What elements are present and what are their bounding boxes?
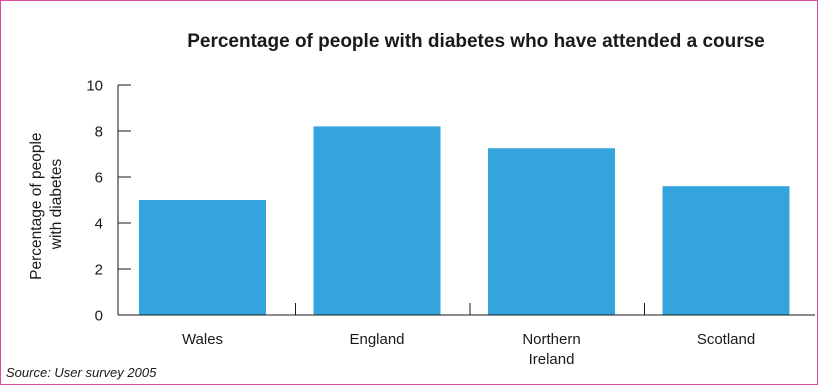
bar [662, 186, 790, 315]
x-tick-label: Wales [182, 331, 223, 348]
bars [139, 126, 790, 316]
y-tick-label: 6 [95, 170, 103, 187]
x-tick-label-line: Northern [522, 331, 580, 348]
y-axis-label: Percentage of people with diabetes [28, 128, 65, 280]
x-axis: Wales England Northern Ireland Scotland [118, 303, 815, 368]
x-tick-label-line: England [349, 331, 404, 348]
y-axis: 0 2 4 6 8 10 [86, 78, 131, 325]
x-tick-label-line: Wales [182, 331, 223, 348]
bar [139, 200, 266, 315]
y-tick-label: 2 [95, 262, 103, 279]
y-axis-label-line-2: with diabetes [48, 159, 65, 251]
y-tick-label: 10 [86, 78, 103, 95]
x-tick-label: Scotland [697, 331, 755, 348]
y-axis-label-line-1: Percentage of people [28, 132, 45, 279]
x-tick-label: England [349, 331, 404, 348]
y-tick-label: 0 [95, 308, 103, 325]
bar [488, 148, 615, 315]
x-tick-label-line: Ireland [529, 351, 575, 368]
chart-title: Percentage of people with diabetes who h… [187, 31, 765, 52]
x-tick-label: Northern Ireland [522, 331, 580, 368]
bar [313, 126, 441, 316]
source-note: Source: User survey 2005 [6, 365, 157, 380]
y-tick-label: 4 [95, 216, 103, 233]
y-tick-label: 8 [95, 124, 103, 141]
x-tick-label-line: Scotland [697, 331, 755, 348]
